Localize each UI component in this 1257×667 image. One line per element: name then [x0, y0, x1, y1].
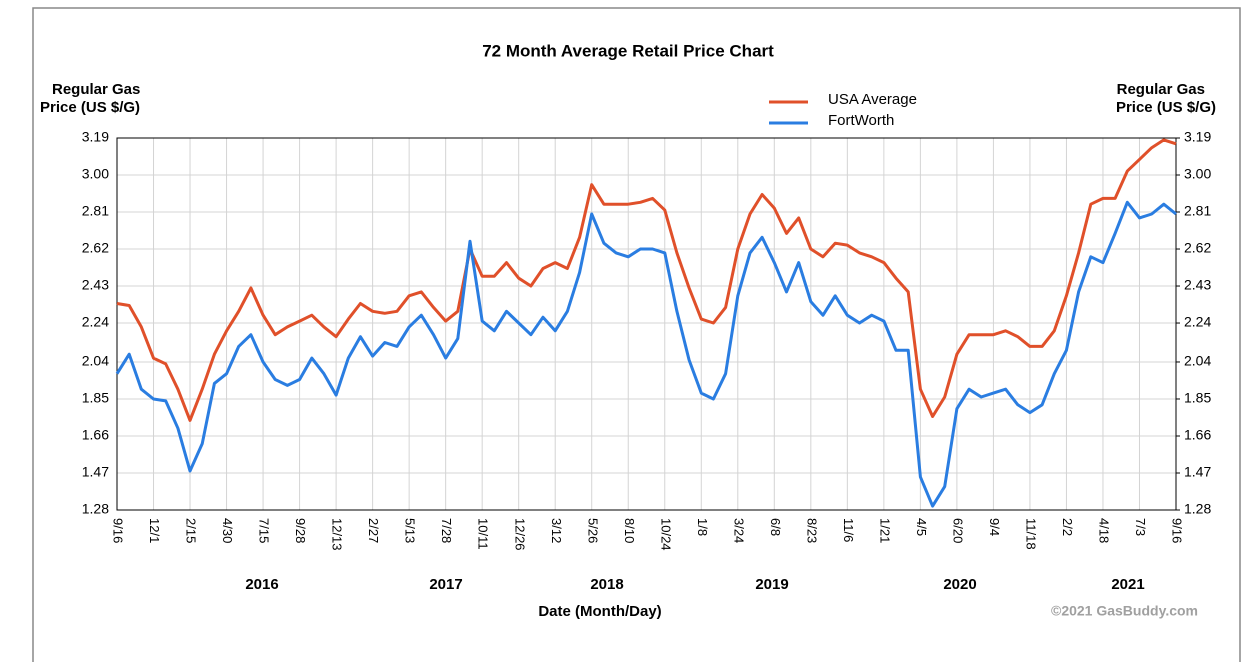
y2-tick-label: 3.00 — [1184, 166, 1211, 182]
series-line — [115, 200, 1177, 508]
y2-tick-label: 2.81 — [1184, 203, 1211, 219]
x-tick-label: 7/15 — [257, 518, 272, 543]
chart-title: 72 Month Average Retail Price Chart — [482, 41, 774, 60]
y-tick-label: 2.24 — [82, 314, 109, 330]
y2-tick-label: 1.47 — [1184, 464, 1211, 480]
x-tick-label: 9/28 — [293, 518, 308, 543]
x-tick-label: 2/15 — [184, 518, 199, 543]
year-label: 2020 — [943, 576, 976, 593]
y-label: Regular Gas — [52, 81, 140, 98]
y-tick-label: 1.47 — [82, 464, 109, 480]
year-label: 2017 — [429, 576, 462, 593]
year-label: 2018 — [590, 576, 623, 593]
x-tick-label: 12/26 — [512, 518, 527, 551]
x-label: Date (Month/Day) — [538, 603, 661, 620]
x-tick-label: 9/16 — [1170, 518, 1185, 543]
y-tick-label: 2.04 — [82, 353, 109, 369]
x-tick-label: 3/24 — [731, 518, 746, 543]
y2-tick-label: 3.19 — [1184, 129, 1211, 145]
x-tick-label: 8/23 — [804, 518, 819, 543]
frame — [32, 7, 1241, 667]
y-tick-label: 2.62 — [82, 240, 109, 256]
legend-label: FortWorth — [828, 112, 894, 129]
y-tick-label: 3.00 — [82, 166, 109, 182]
year-label: 2021 — [1111, 576, 1144, 593]
legend-label: USA Average — [828, 91, 917, 108]
x-tick-label: 8/10 — [622, 518, 637, 543]
x-tick-label: 4/5 — [914, 518, 929, 536]
y2-tick-label: 2.04 — [1184, 353, 1211, 369]
credit: ©2021 GasBuddy.com — [1051, 603, 1198, 619]
x-tick-label: 7/3 — [1133, 518, 1148, 536]
y-tick-label: 2.81 — [82, 203, 109, 219]
x-tick-label: 5/13 — [403, 518, 418, 543]
y2-label: Price (US $/G) — [1116, 99, 1216, 116]
x-tick-label: 10/11 — [476, 518, 491, 550]
x-tick-label: 5/26 — [585, 518, 600, 543]
x-tick-label: 7/28 — [439, 518, 454, 543]
x-tick-label: 6/20 — [950, 518, 965, 543]
y2-tick-label: 1.28 — [1184, 501, 1211, 517]
plot-border — [116, 137, 1177, 511]
x-tick-label: 2/27 — [366, 518, 381, 543]
x-tick-label: 9/4 — [987, 518, 1002, 536]
y2-tick-label: 2.43 — [1184, 277, 1211, 293]
year-label: 2019 — [755, 576, 788, 593]
x-tick-label: 1/21 — [877, 518, 892, 543]
y-tick-label: 1.85 — [82, 390, 109, 406]
plot-area — [116, 137, 1177, 511]
x-tick-label: 4/30 — [220, 518, 235, 543]
x-tick-label: 12/1 — [147, 518, 162, 543]
y2-tick-label: 2.62 — [1184, 240, 1211, 256]
y-tick-label: 1.28 — [82, 501, 109, 517]
x-tick-label: 9/16 — [111, 518, 126, 543]
y-tick-label: 3.19 — [82, 129, 109, 145]
x-tick-label: 10/24 — [658, 518, 673, 551]
y2-tick-label: 1.85 — [1184, 390, 1211, 406]
x-tick-label: 3/12 — [549, 518, 564, 543]
y-tick-label: 1.66 — [82, 427, 109, 443]
x-tick-label: 2/2 — [1060, 518, 1075, 536]
x-tick-label: 11/18 — [1023, 518, 1038, 550]
y2-tick-label: 1.66 — [1184, 427, 1211, 443]
y-tick-label: 2.43 — [82, 277, 109, 293]
x-tick-label: 6/8 — [768, 518, 783, 536]
x-tick-label: 11/6 — [841, 518, 856, 542]
x-tick-label: 12/13 — [330, 518, 345, 551]
y-label: Price (US $/G) — [40, 99, 140, 116]
x-tick-label: 4/18 — [1097, 518, 1112, 543]
year-label: 2016 — [245, 576, 278, 593]
y2-label: Regular Gas — [1117, 81, 1205, 98]
series-line — [116, 138, 1177, 422]
y2-tick-label: 2.24 — [1184, 314, 1211, 330]
x-tick-label: 1/8 — [695, 518, 710, 536]
